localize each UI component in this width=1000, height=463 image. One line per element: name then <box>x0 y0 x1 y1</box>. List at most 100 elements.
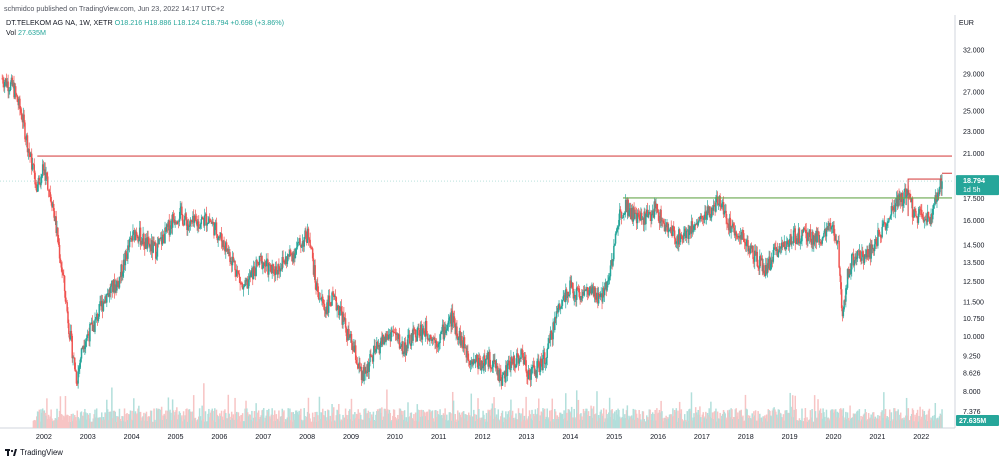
volume-bar <box>924 419 926 428</box>
candle-body <box>911 198 914 218</box>
volume-bar <box>107 420 110 428</box>
volume-bar <box>399 408 402 428</box>
candle-body <box>895 197 898 204</box>
candle-body <box>401 341 403 347</box>
volume-bar <box>822 408 824 428</box>
volume-bar <box>787 412 790 428</box>
candle-body <box>939 179 942 188</box>
candle-body <box>122 272 124 277</box>
candle-body <box>714 205 716 212</box>
volume-bar <box>717 418 720 428</box>
volume-bar <box>441 418 444 428</box>
volume-bar <box>516 419 518 428</box>
volume-bar <box>135 414 138 428</box>
volume-bar <box>713 411 716 428</box>
volume-bar <box>197 419 199 428</box>
candle-body <box>864 254 867 257</box>
candle-body <box>613 245 615 260</box>
volume-bar <box>113 410 116 428</box>
candle-body <box>565 289 568 299</box>
volume-bar <box>554 408 556 428</box>
volume-bar <box>245 400 247 428</box>
volume-bar <box>489 409 491 428</box>
candle-body <box>240 283 242 284</box>
candle-body <box>720 206 722 208</box>
candle-body <box>142 233 144 245</box>
volume-bar <box>391 419 393 428</box>
candle-body <box>146 237 149 249</box>
candle-body <box>229 252 231 263</box>
candle-body <box>501 374 504 386</box>
candle-body <box>137 236 139 242</box>
candle-body <box>456 326 458 337</box>
volume-bar <box>916 409 919 428</box>
volume-bar <box>79 420 81 428</box>
volume-bar <box>858 409 861 428</box>
candle-body <box>151 240 154 253</box>
volume-bar <box>678 418 680 428</box>
volume-bar <box>155 408 158 428</box>
candle-body <box>787 240 790 247</box>
volume-bar <box>308 413 311 428</box>
candle-body <box>207 222 209 224</box>
candle-body <box>444 326 446 334</box>
volume-bar <box>712 419 715 428</box>
candle-body <box>445 330 447 334</box>
volume-bar <box>449 412 451 428</box>
volume-bar <box>209 412 212 428</box>
volume-bar <box>669 414 672 428</box>
volume-bar <box>687 420 689 428</box>
volume-bar <box>570 412 572 428</box>
candle-body <box>111 280 113 286</box>
volume-bar <box>130 419 133 428</box>
volume-bar <box>353 419 355 428</box>
candle-body <box>419 324 422 336</box>
candle-body <box>579 296 581 301</box>
candle-body <box>901 192 904 206</box>
candle-body <box>11 77 14 86</box>
candle-body <box>217 237 219 241</box>
candle-body <box>596 293 598 300</box>
candle-body <box>875 238 877 242</box>
candle-body <box>473 359 476 364</box>
volume-bar <box>879 420 882 428</box>
volume-bar <box>338 414 341 428</box>
candle-body <box>503 371 505 373</box>
volume-bar <box>641 411 644 428</box>
volume-bar <box>78 418 80 428</box>
candle-body <box>452 316 455 323</box>
volume-bar <box>658 409 661 428</box>
candle-body <box>242 286 245 290</box>
candle-body <box>774 247 776 249</box>
volume-bar <box>568 409 570 428</box>
volume-bar <box>502 421 505 428</box>
volume-bar <box>813 395 816 428</box>
candle-body <box>667 222 669 233</box>
candle-body <box>41 164 44 175</box>
tradingview-brand[interactable]: TradingView <box>5 448 63 457</box>
volume-bar <box>533 416 536 428</box>
candle-body <box>633 207 635 219</box>
volume-bar <box>910 416 912 428</box>
volume-bar <box>779 412 781 428</box>
candle-body <box>358 362 360 369</box>
volume-bar <box>632 408 635 428</box>
candle-body <box>676 236 678 243</box>
candle-body <box>888 218 891 219</box>
candle-body <box>829 223 831 226</box>
volume-bar <box>571 417 574 428</box>
candle-body <box>454 323 456 335</box>
volume-bar <box>783 420 786 428</box>
candle-body <box>694 223 696 227</box>
candle-body <box>923 219 926 222</box>
volume-bar <box>349 419 352 428</box>
volume-bar <box>884 409 887 428</box>
volume-bar <box>623 418 625 428</box>
volume-bar <box>819 408 822 428</box>
volume-bar <box>289 420 292 428</box>
candle-body <box>830 227 833 230</box>
candle-body <box>822 237 824 239</box>
volume-bar <box>543 408 546 428</box>
candle-body <box>291 254 294 262</box>
